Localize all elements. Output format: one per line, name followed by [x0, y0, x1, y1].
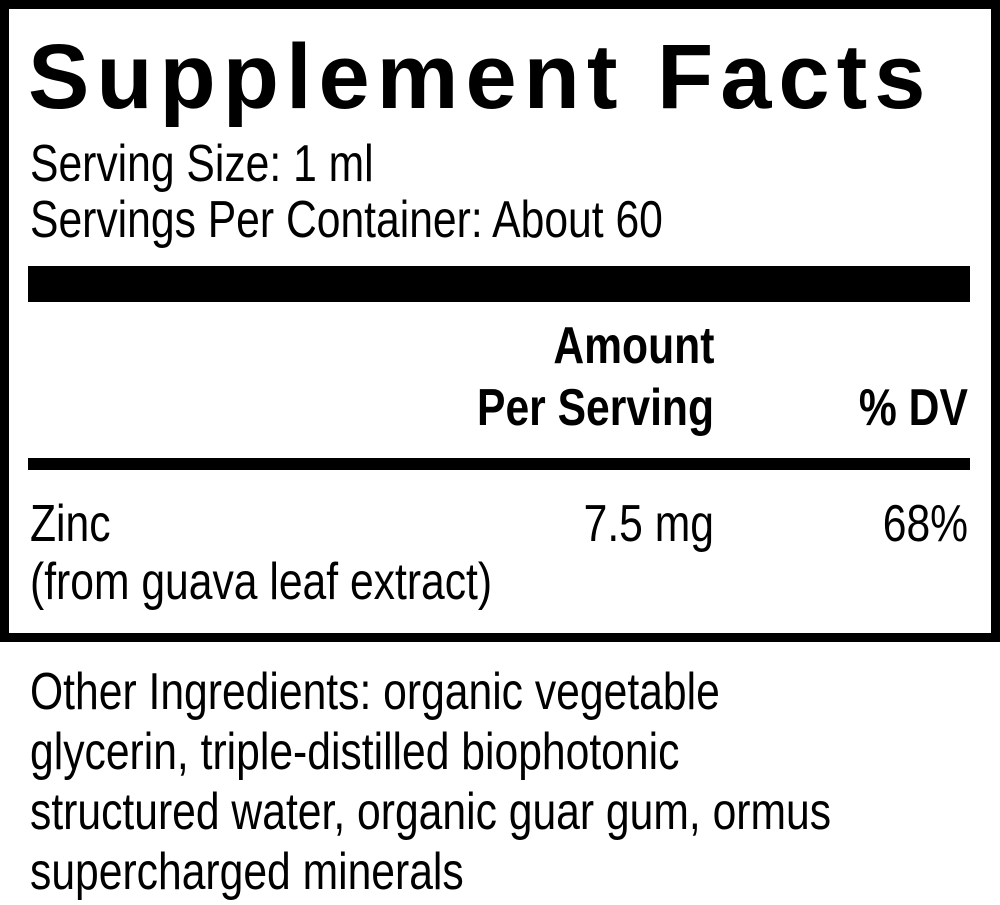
thick-divider	[28, 266, 970, 302]
dv-header: % DV	[859, 379, 968, 437]
amount-header-line2: Per Serving	[476, 379, 714, 437]
supplement-facts-panel	[0, 0, 1000, 642]
nutrient-source: (from guava leaf extract)	[30, 553, 493, 611]
servings-per-container: Servings Per Container: About 60	[30, 191, 663, 249]
amount-header-line1: Amount	[552, 317, 714, 375]
other-ingredients-line: glycerin, triple-distilled biophotonic	[30, 723, 680, 781]
thin-divider	[28, 458, 970, 470]
nutrient-amount: 7.5 mg	[583, 495, 714, 553]
serving-size: Serving Size: 1 ml	[30, 135, 374, 193]
nutrient-dv: 68%	[882, 495, 968, 553]
other-ingredients-line: Other Ingredients: organic vegetable	[30, 663, 720, 721]
other-ingredients-line: structured water, organic guar gum, ormu…	[30, 783, 832, 841]
other-ingredients-line: supercharged minerals	[30, 843, 464, 901]
nutrient-name: Zinc	[30, 495, 111, 553]
panel-title: Supplement Facts	[28, 26, 933, 128]
